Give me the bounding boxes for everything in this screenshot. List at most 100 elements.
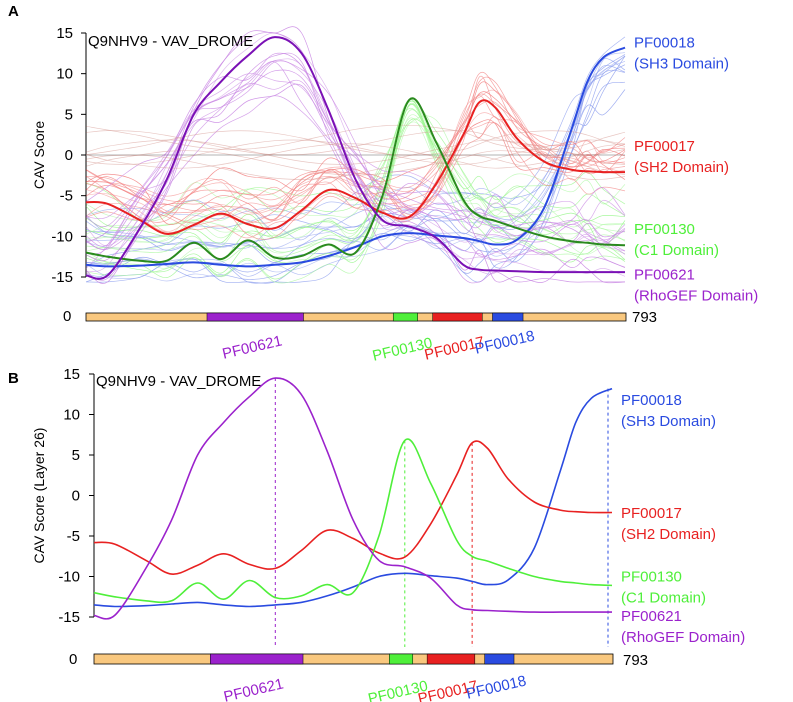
panel-label: A [8,3,19,20]
track-end-label: 793 [632,309,657,326]
legend-name-PF00018: (SH3 Domain) [621,413,716,430]
y-tick-label: 5 [65,106,73,123]
background-series-line [85,139,626,165]
legend-id-PF00017: PF00017 [621,505,682,522]
y-tick-label: 0 [72,488,80,505]
track-label-PF00018: PF00018 [473,327,536,357]
background-series-line [85,130,626,156]
series-line-PF00621 [93,377,612,620]
background-series-line [85,59,626,275]
y-tick-label: 10 [63,407,80,424]
background-series-line [85,79,626,241]
background-series-line [85,121,626,243]
legend-name-PF00018: (SH3 Domain) [634,56,729,73]
background-series-line [85,154,626,180]
background-series-line [85,71,626,221]
y-axis-label: CAV Score [31,121,47,189]
legend-id-PF00621: PF00621 [634,266,695,283]
background-series-line [85,100,626,207]
track-segment-PF00621 [210,653,304,665]
background-series-line [85,121,626,203]
background-series-line [85,119,626,225]
legend-name-PF00130: (C1 Domain) [621,589,706,606]
legend-name-PF00017: (SH2 Domain) [621,526,716,543]
legend-id-PF00018: PF00018 [634,35,695,52]
background-series-line [85,143,626,169]
track-start-label: 0 [63,308,71,325]
legend-name-PF00017: (SH2 Domain) [634,159,729,176]
track-segment-PF00130 [392,312,418,322]
y-tick-label: -10 [51,228,73,245]
y-tick-label: -15 [58,609,80,626]
background-series-line [85,55,626,284]
legend-id-PF00130: PF00130 [634,221,695,238]
chart-title: Q9NHV9 - VAV_DROME [88,33,253,50]
background-series-line [85,130,626,156]
track-label-PF00621: PF00621 [221,332,284,362]
track-segment-PF00017 [432,312,483,322]
background-series-group [85,26,626,284]
legend-name-PF00621: (RhoGEF Domain) [634,287,758,304]
background-series-line [85,55,626,280]
background-series-line [85,75,626,240]
background-series-line [85,52,625,284]
background-series-line [85,31,626,269]
y-tick-label: 15 [56,25,73,42]
background-series-line [85,69,626,280]
background-series-line [85,103,626,274]
background-series-line [85,73,626,228]
background-series-line [85,99,626,260]
track-end-label: 793 [623,652,648,669]
track-segment-PF00018 [492,312,524,322]
chart-title: Q9NHV9 - VAV_DROME [96,373,261,390]
series-line-PF00018 [93,387,613,608]
track-segment-PF00130 [389,653,414,665]
panel-a: A 15 10 5 0 -5 -10 -15 CAV Score Q9NHV9 - VAV_DRO… [8,3,758,365]
y-tick-label: -15 [51,269,73,286]
background-series-line [85,104,626,284]
background-series-line [85,95,626,257]
series-line-PF00621 [85,36,625,280]
background-series-line [85,54,626,244]
background-series-line [85,83,626,243]
series-line-PF00130 [93,438,613,604]
y-tick-label: -10 [58,569,80,586]
series-line-PF00017 [93,440,613,575]
legend-id-PF00130: PF00130 [621,568,682,585]
series-line-PF00018 [85,46,626,268]
background-series-line [85,81,626,224]
y-tick-label: 10 [56,66,73,83]
legend-name-PF00621: (RhoGEF Domain) [621,629,745,646]
background-series-line [85,139,626,165]
background-series-line [85,69,626,247]
legend-id-PF00018: PF00018 [621,392,682,409]
y-tick-label: -5 [67,528,80,545]
series-line-PF00130 [85,97,626,264]
panel-label: B [8,370,19,387]
background-series-line [85,46,626,249]
y-tick-label: -5 [60,188,73,205]
track-label-PF00621: PF00621 [222,675,285,702]
background-series-line [85,150,626,176]
track-start-label: 0 [69,651,77,668]
y-tick-label: 5 [72,447,80,464]
sequence-track [85,312,627,322]
legend-name-PF00130: (C1 Domain) [634,242,719,259]
y-axis-label: CAV Score (Layer 26) [31,428,47,564]
background-series-line [85,102,626,280]
background-series-line [85,100,626,229]
y-tick-label: 15 [63,366,80,383]
background-series-line [85,100,626,253]
legend-id-PF00621: PF00621 [621,608,682,625]
background-series-line [85,114,626,254]
track-segment-PF00621 [206,312,304,322]
sequence-track [93,653,614,665]
background-series-line [85,58,626,284]
background-series-line [85,115,626,222]
background-series-line [85,91,626,206]
track-segment-PF00017 [426,653,476,665]
background-series-line [85,109,626,262]
background-series-line [85,124,626,150]
series-line-PF00017 [85,99,626,235]
